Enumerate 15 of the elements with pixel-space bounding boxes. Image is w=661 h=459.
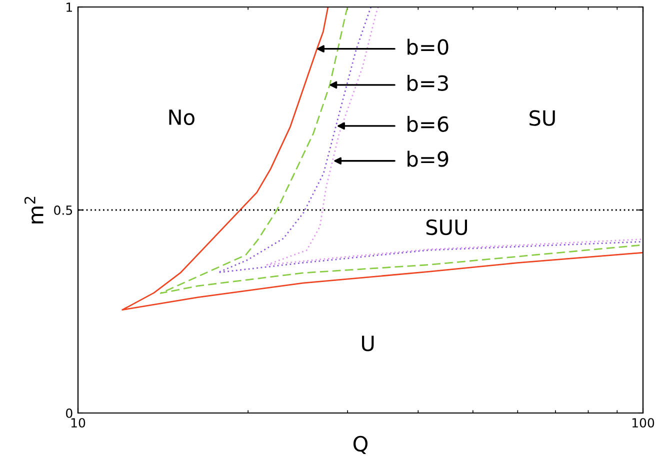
y-tick-label: 0 (66, 408, 72, 418)
annotation: No (169, 110, 194, 126)
annotation: U (362, 336, 374, 352)
x-tick-label: 100 (632, 418, 654, 428)
annotation: b=0 (408, 38, 448, 55)
annotation: b=3 (408, 74, 448, 91)
x-axis-title: Q (353, 436, 368, 454)
y-tick-label: 1 (66, 2, 72, 12)
annotation: b=9 (408, 150, 448, 167)
annotation: b=6 (408, 116, 448, 132)
annotation: SU (530, 110, 555, 126)
annotation: SUU (426, 219, 467, 236)
y-tick-label: 0.5 (54, 205, 72, 215)
y-axis-title: m$^{2}$ (24, 196, 44, 224)
x-tick-label: 10 (71, 418, 86, 428)
